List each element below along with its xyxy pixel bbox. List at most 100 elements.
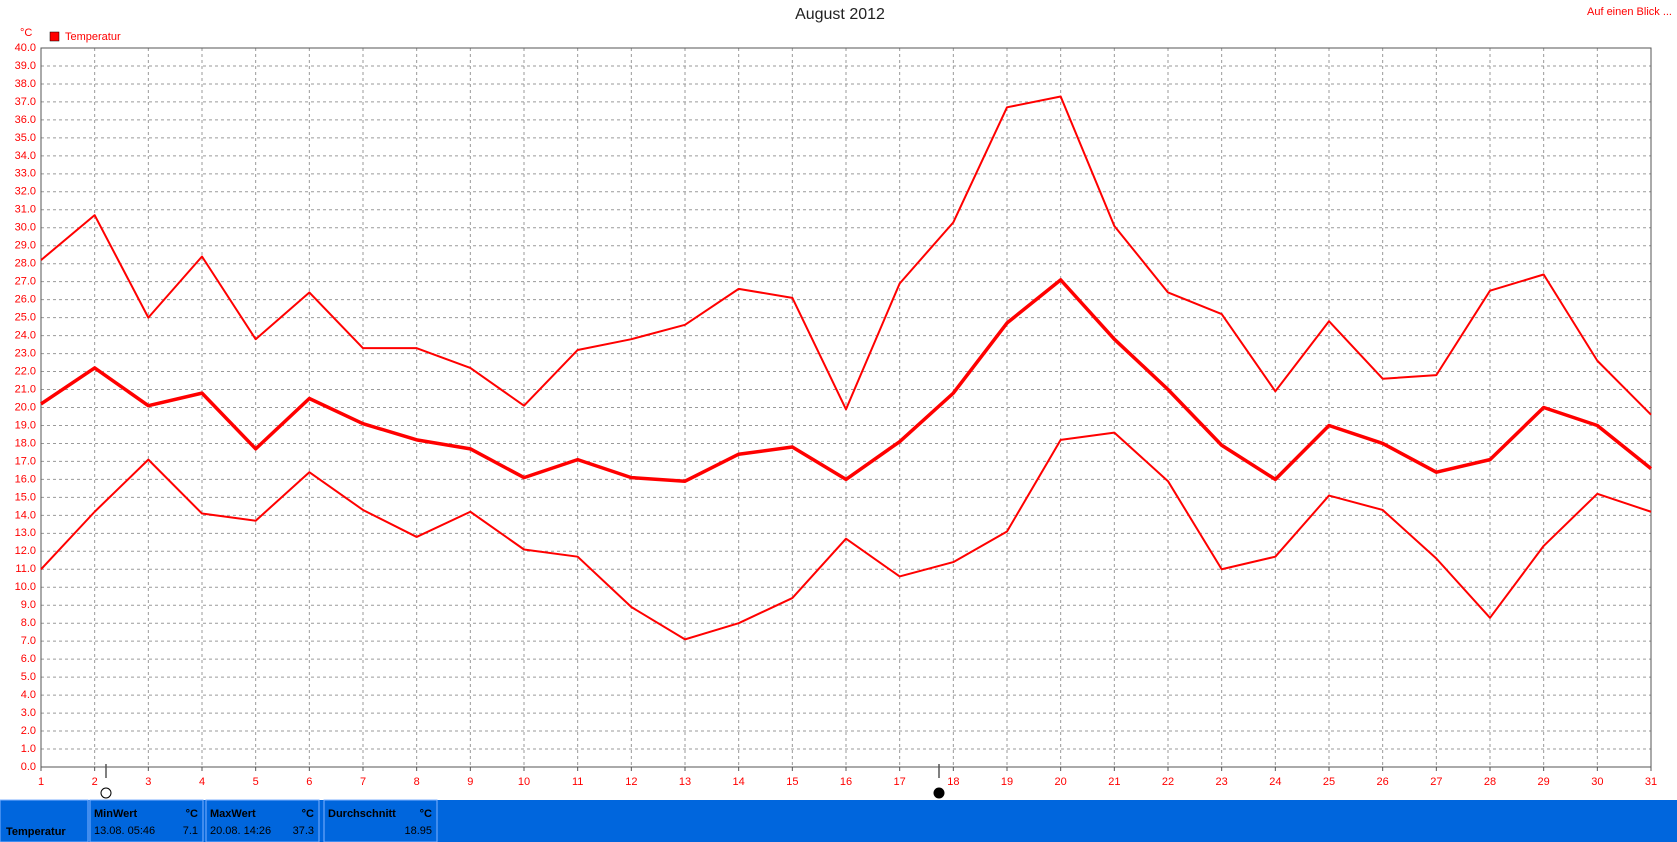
plot-frame (40, 47, 1652, 768)
overview-link[interactable]: Auf einen Blick ... (1587, 6, 1672, 18)
y-tick-label: 11.0 (15, 563, 36, 575)
x-tick-label: 5 (253, 776, 259, 788)
y-tick-label: 24.0 (15, 330, 36, 342)
y-tick-label: 22.0 (15, 365, 36, 377)
x-tick-label: 4 (199, 776, 205, 788)
y-tick-label: 13.0 (15, 527, 36, 539)
temperature-line (40, 431, 1652, 641)
x-tick-label: 7 (360, 776, 366, 788)
x-tick-label: 9 (467, 776, 473, 788)
y-tick-label: 9.0 (21, 599, 36, 611)
cell-time: 20.08. 14:26 (210, 825, 271, 837)
x-tick-label: 16 (840, 776, 852, 788)
x-tick-label: 19 (1001, 776, 1013, 788)
y-tick-label: 20.0 (15, 401, 36, 413)
y-tick-label: 29.0 (15, 240, 36, 252)
x-tick-label: 26 (1377, 776, 1389, 788)
y-tick-label: 27.0 (15, 276, 36, 288)
x-tick-label: 24 (1269, 776, 1281, 788)
x-tick-label: 28 (1484, 776, 1496, 788)
x-tick-label: 30 (1591, 776, 1603, 788)
y-tick-label: 19.0 (15, 419, 36, 431)
y-tick-label: 4.0 (21, 689, 36, 701)
x-tick-label: 22 (1162, 776, 1174, 788)
cell-header: MinWert (94, 808, 138, 820)
y-tick-label: 17.0 (15, 455, 36, 467)
y-tick-label: 5.0 (21, 671, 36, 683)
legend-swatch (49, 31, 60, 42)
y-tick-label: 40.0 (15, 42, 36, 54)
y-tick-label: 35.0 (15, 132, 36, 144)
summary-table: Temperatur MinWert °C 13.08. 05:46 7.1 MaxWer… (0, 799, 438, 842)
temperature-line (40, 278, 1653, 483)
summary-cell (323, 799, 438, 842)
y-tick-label: 16.0 (15, 473, 36, 485)
y-tick-label: 2.0 (21, 725, 36, 737)
x-tick-label: 27 (1430, 776, 1442, 788)
y-tick-label: 12.0 (15, 545, 36, 557)
y-tick-label: 18.0 (15, 437, 36, 449)
y-tick-label: 6.0 (21, 653, 36, 665)
y-tick-label: 3.0 (21, 707, 36, 719)
cell-unit: °C (420, 808, 432, 820)
y-tick-label: 38.0 (15, 78, 36, 90)
y-tick-label: 25.0 (15, 312, 36, 324)
summary-cell (205, 799, 320, 842)
cell-unit: °C (186, 808, 198, 820)
y-tick-label: 37.0 (15, 96, 36, 108)
y-unit: °C (20, 27, 32, 39)
cell-value: 7.1 (183, 825, 198, 837)
y-tick-label: 34.0 (15, 150, 36, 162)
x-tick-label: 3 (145, 776, 151, 788)
x-tick-label: 2 (92, 776, 98, 788)
x-tick-label: 6 (306, 776, 312, 788)
x-tick-label: 8 (414, 776, 420, 788)
y-tick-label: 23.0 (15, 347, 36, 359)
x-tick-label: 15 (786, 776, 798, 788)
y-tick-label: 1.0 (21, 743, 36, 755)
y-tick-label: 30.0 (15, 222, 36, 234)
x-tick-label: 21 (1108, 776, 1120, 788)
x-tick-label: 10 (518, 776, 530, 788)
legend-label: Temperatur (65, 31, 121, 43)
x-tick-label: 1 (38, 776, 44, 788)
y-tick-label: 15.0 (15, 491, 36, 503)
summary-cell (89, 799, 204, 842)
cell-unit: °C (302, 808, 314, 820)
x-tick-label: 12 (625, 776, 637, 788)
x-tick-label: 11 (572, 776, 583, 788)
x-tick-label: 14 (733, 776, 745, 788)
x-tick-label: 17 (894, 776, 906, 788)
y-tick-label: 14.0 (15, 509, 36, 521)
cell-header: MaxWert (210, 808, 256, 820)
row-label: Temperatur (6, 826, 66, 838)
x-tick-label: 18 (947, 776, 959, 788)
y-tick-label: 26.0 (15, 294, 36, 306)
chart-title: August 2012 (795, 6, 885, 23)
cell-value: 37.3 (293, 825, 314, 837)
y-tick-label: 10.0 (15, 581, 36, 593)
full-moon-icon (100, 787, 112, 799)
summary-bar (0, 800, 1677, 842)
y-tick-label: 31.0 (15, 204, 36, 216)
y-tick-label: 39.0 (15, 60, 36, 72)
y-tick-label: 33.0 (15, 168, 36, 180)
x-tick-label: 23 (1216, 776, 1228, 788)
y-tick-label: 8.0 (21, 617, 36, 629)
x-tick-label: 20 (1055, 776, 1067, 788)
row-label-cell (0, 799, 89, 842)
y-tick-label: 32.0 (15, 186, 36, 198)
y-tick-label: 7.0 (21, 635, 36, 647)
temperature-line (40, 95, 1652, 416)
cell-header: Durchschnitt (328, 808, 396, 820)
cell-value: 18.95 (404, 825, 432, 837)
x-tick-label: 31 (1645, 776, 1657, 788)
y-tick-label: 0.0 (21, 761, 36, 773)
y-tick-label: 21.0 (15, 383, 36, 395)
x-tick-label: 13 (679, 776, 691, 788)
cell-time: 13.08. 05:46 (94, 825, 155, 837)
y-tick-label: 28.0 (15, 258, 36, 270)
x-tick-label: 29 (1538, 776, 1550, 788)
x-tick-label: 25 (1323, 776, 1335, 788)
